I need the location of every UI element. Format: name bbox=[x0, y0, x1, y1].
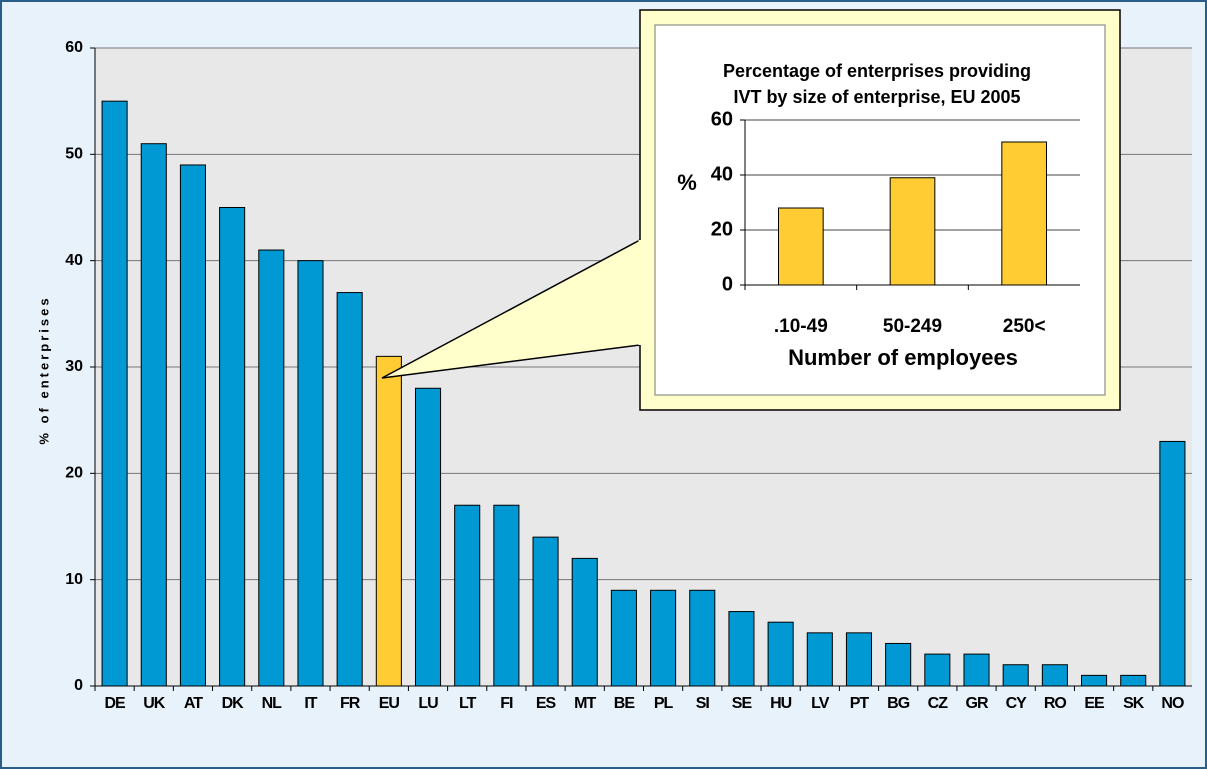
bar bbox=[101, 100, 128, 687]
bar bbox=[140, 143, 167, 687]
bar bbox=[454, 504, 481, 687]
x-tick-label: 250< bbox=[1003, 316, 1046, 337]
x-tick-label: GR bbox=[966, 695, 989, 712]
y-tick-label: 60 bbox=[711, 108, 733, 130]
x-tick-label: FR bbox=[340, 695, 361, 712]
x-tick-label: EU bbox=[379, 695, 400, 712]
y-tick-label: 50 bbox=[65, 146, 83, 163]
y-tick-label: 40 bbox=[65, 252, 83, 269]
y-axis-label: % of enterprises bbox=[36, 295, 51, 444]
bar bbox=[414, 387, 442, 687]
y-tick-label: 20 bbox=[65, 465, 83, 482]
bar bbox=[1159, 440, 1186, 687]
bar bbox=[571, 557, 598, 687]
x-tick-label: NO bbox=[1161, 695, 1184, 712]
x-tick-label: IT bbox=[304, 695, 317, 712]
y-tick-label: 10 bbox=[65, 571, 83, 588]
bar bbox=[219, 207, 246, 687]
main-chart: 0 10 20 30 40 50 60 DE UK AT DK NL IT FR EU LU LT FI ES MT B… bbox=[36, 39, 1192, 712]
bar bbox=[1001, 141, 1047, 286]
x-tick-label: LT bbox=[459, 695, 477, 712]
y-tick-label: 30 bbox=[65, 358, 83, 375]
bar bbox=[778, 207, 824, 286]
bar bbox=[1041, 664, 1068, 687]
bar bbox=[532, 536, 559, 687]
chart-title: Percentage of enterprises providing bbox=[723, 61, 1031, 81]
y-tick-label: 0 bbox=[722, 273, 733, 295]
x-tick-label: AT bbox=[184, 695, 203, 712]
x-tick-label: LV bbox=[811, 695, 830, 712]
y-tick-label: 20 bbox=[711, 218, 733, 240]
bar bbox=[1120, 674, 1147, 687]
bar bbox=[336, 292, 363, 687]
bar bbox=[689, 589, 716, 687]
x-axis-label: Number of employees bbox=[788, 345, 1018, 370]
x-tick-label: SI bbox=[696, 695, 710, 712]
bar bbox=[375, 355, 402, 687]
chart-title: IVT by size of enterprise, EU 2005 bbox=[733, 87, 1020, 107]
x-tick-label: DE bbox=[104, 695, 126, 712]
x-tick-label: ES bbox=[536, 695, 557, 712]
bar bbox=[728, 611, 755, 687]
x-tick-label: LU bbox=[418, 695, 438, 712]
bar bbox=[963, 653, 990, 687]
bar bbox=[845, 632, 873, 687]
bar bbox=[258, 249, 285, 687]
bar bbox=[806, 632, 833, 687]
y-tick-label: 40 bbox=[711, 163, 733, 185]
x-tick-label: SE bbox=[732, 695, 753, 712]
y-tick-label: 0 bbox=[74, 677, 83, 694]
y-tick-label: 60 bbox=[65, 39, 83, 56]
x-tick-label: SK bbox=[1123, 695, 1145, 712]
x-tick-label: PT bbox=[850, 695, 870, 712]
x-tick-label: HU bbox=[770, 695, 792, 712]
x-tick-label: FI bbox=[500, 695, 513, 712]
bar bbox=[297, 260, 324, 687]
x-tick-label: BE bbox=[614, 695, 636, 712]
bar bbox=[1081, 674, 1108, 687]
x-tick-label: MT bbox=[574, 695, 596, 712]
bar bbox=[650, 589, 677, 687]
x-tick-label: BG bbox=[887, 695, 910, 712]
bar bbox=[179, 164, 206, 687]
x-tick-label: EE bbox=[1084, 695, 1105, 712]
x-tick-label: RO bbox=[1044, 695, 1067, 712]
bar bbox=[767, 621, 794, 687]
x-tick-label: UK bbox=[143, 695, 166, 712]
x-tick-label: CY bbox=[1006, 695, 1028, 712]
y-axis-label: % bbox=[677, 170, 697, 195]
bar bbox=[889, 177, 936, 286]
bar bbox=[610, 589, 637, 687]
x-tick-label: DK bbox=[222, 695, 245, 712]
x-tick-label: PL bbox=[654, 695, 674, 712]
bar bbox=[1002, 664, 1029, 687]
bar bbox=[493, 504, 520, 687]
x-tick-label: NL bbox=[262, 695, 283, 712]
x-tick-label: CZ bbox=[928, 695, 949, 712]
x-tick-label: .10-49 bbox=[774, 316, 828, 337]
bar bbox=[885, 642, 912, 687]
x-tick-label: 50-249 bbox=[883, 316, 942, 337]
inset-chart: 0 20 40 60 .10-49 50-249 250<% Number of employ… bbox=[677, 61, 1080, 370]
bar bbox=[924, 653, 951, 687]
